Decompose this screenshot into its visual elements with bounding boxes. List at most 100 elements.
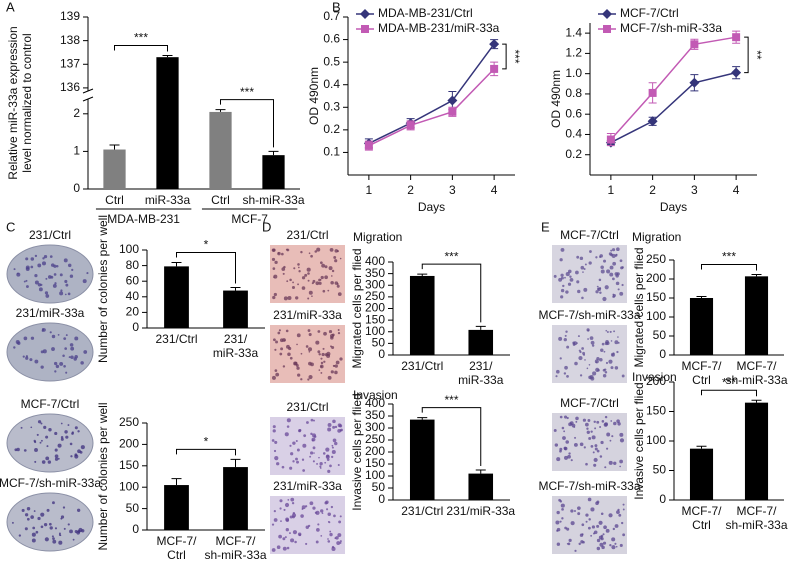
photo-dot bbox=[337, 463, 340, 467]
photo-dot bbox=[11, 521, 14, 524]
photo-dot bbox=[577, 506, 581, 511]
x-tick-label: sh-miR-33a bbox=[242, 193, 304, 207]
y-tick-label: 400 bbox=[365, 396, 385, 410]
photo-dot bbox=[34, 280, 39, 285]
photo-dot bbox=[560, 273, 564, 277]
photo-dot bbox=[37, 263, 42, 268]
photo-dot bbox=[34, 448, 38, 452]
photo-dot bbox=[599, 357, 603, 362]
photo-dot bbox=[286, 418, 291, 423]
y-tick-label: 0 bbox=[659, 492, 666, 506]
photo-dot bbox=[577, 335, 580, 338]
photo-dot bbox=[37, 516, 41, 521]
photo-dot bbox=[302, 443, 307, 448]
photo-dot bbox=[70, 355, 74, 359]
photo-dot bbox=[559, 258, 563, 262]
photo-dot bbox=[54, 457, 59, 461]
photo bbox=[6, 413, 94, 473]
photo-dot bbox=[308, 290, 313, 295]
photo-dot bbox=[608, 460, 613, 465]
photo-dot bbox=[587, 419, 591, 422]
photo-dot bbox=[34, 359, 39, 364]
photo-dot bbox=[13, 346, 16, 349]
photo-dot bbox=[307, 297, 310, 300]
photo-dot bbox=[60, 517, 63, 520]
photo-dot bbox=[564, 526, 567, 530]
photo-dot bbox=[24, 513, 29, 517]
photo-dot bbox=[586, 430, 590, 434]
photo-dot bbox=[568, 452, 571, 455]
photo-dot bbox=[309, 455, 312, 458]
photo-dot bbox=[40, 512, 45, 517]
photo-dot bbox=[311, 439, 314, 442]
photo-dot bbox=[71, 431, 74, 434]
y-tick-label: 0.6 bbox=[565, 106, 582, 120]
y-tick-label: 250 bbox=[119, 415, 139, 429]
photo-dot bbox=[601, 420, 605, 423]
photo-dot bbox=[291, 501, 295, 505]
photo-dot bbox=[62, 506, 66, 509]
photo-dot bbox=[301, 276, 306, 280]
x-tick-label: MCF-7/Ctrl bbox=[157, 534, 198, 562]
photo-dot bbox=[331, 546, 336, 552]
photo-dot bbox=[284, 536, 287, 539]
bar bbox=[689, 298, 714, 355]
photo-dot bbox=[611, 253, 616, 259]
photo-dot bbox=[556, 527, 561, 532]
photo bbox=[270, 417, 345, 475]
photo-dot bbox=[64, 347, 67, 350]
significance-bracket bbox=[220, 99, 274, 148]
bar bbox=[164, 485, 189, 530]
bar bbox=[223, 290, 248, 328]
photo-dot bbox=[324, 265, 328, 269]
y-tick-label: 150 bbox=[119, 458, 139, 472]
photo-dot bbox=[581, 533, 584, 536]
significance-label: *** bbox=[722, 250, 736, 264]
photo-dot bbox=[615, 274, 619, 278]
image-label: MCF-7/Ctrl bbox=[560, 228, 619, 242]
photo-dot bbox=[587, 526, 591, 530]
photo-dot bbox=[338, 520, 342, 524]
photo-dot bbox=[289, 532, 291, 535]
photo-dot bbox=[561, 426, 565, 430]
photo-dot bbox=[285, 528, 289, 532]
photo-dot bbox=[56, 265, 59, 268]
photo-dot bbox=[559, 357, 562, 360]
photo-dot bbox=[65, 435, 69, 439]
photo-dot bbox=[275, 340, 278, 344]
photo-dot bbox=[277, 331, 281, 335]
photo-dot bbox=[576, 280, 580, 284]
photo-dot bbox=[286, 248, 290, 252]
photo-dot bbox=[41, 460, 46, 464]
y-tick-label: 100 bbox=[646, 309, 666, 323]
photo-dot bbox=[286, 546, 290, 550]
photo-dot bbox=[76, 508, 81, 512]
photo-dot bbox=[271, 439, 275, 442]
x-tick-label: 1 bbox=[366, 183, 373, 197]
photo-dot bbox=[619, 543, 623, 547]
photo-dot bbox=[567, 269, 572, 274]
photo-dot bbox=[337, 533, 342, 538]
photo-dot bbox=[285, 329, 289, 333]
marker bbox=[361, 25, 369, 33]
photo-dot bbox=[289, 444, 292, 447]
photo-dot bbox=[614, 524, 619, 528]
photo-dot bbox=[566, 527, 570, 531]
photo-dot bbox=[323, 331, 327, 336]
y-axis-label: Migrated cells per flied bbox=[632, 247, 646, 367]
photo-dot bbox=[74, 426, 78, 430]
photo-dot bbox=[37, 283, 42, 287]
y-tick-label: 0.2 bbox=[565, 147, 582, 161]
photo-dot bbox=[573, 442, 578, 447]
photo-dot bbox=[333, 256, 337, 259]
photo-dot bbox=[292, 281, 294, 284]
image-label: MCF-7/Ctrl bbox=[21, 397, 80, 411]
y-tick-label: 0.3 bbox=[323, 99, 340, 113]
y-tick-label: 400 bbox=[365, 254, 385, 268]
image-label: 231/Ctrl bbox=[286, 400, 328, 414]
photo-dot bbox=[326, 354, 331, 358]
photo-dot bbox=[620, 266, 624, 270]
marker bbox=[603, 25, 611, 33]
error-bar bbox=[696, 445, 707, 449]
photo-dot bbox=[35, 530, 39, 534]
